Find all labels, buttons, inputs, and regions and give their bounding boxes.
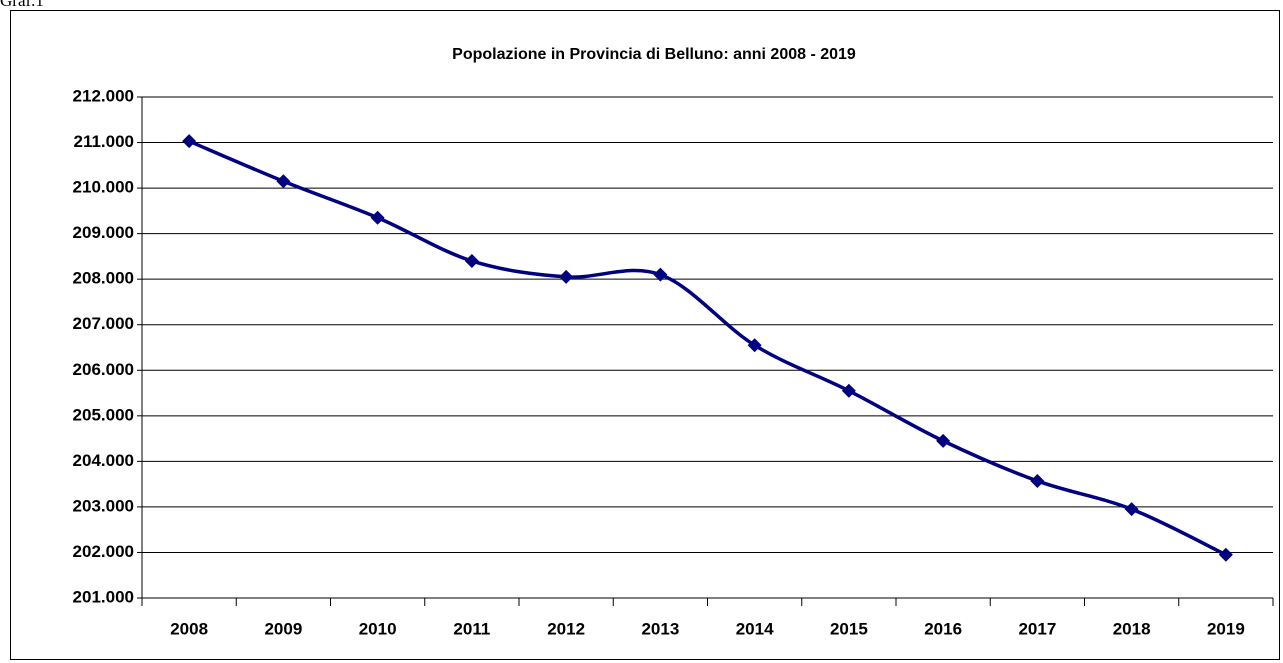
x-tick-label: 2012 <box>547 619 585 638</box>
y-tick-label: 212.000 <box>73 86 134 105</box>
data-point <box>464 253 479 268</box>
data-point <box>1218 547 1233 562</box>
x-tick-label: 2018 <box>1113 619 1151 638</box>
y-tick-label: 210.000 <box>73 178 134 197</box>
data-point <box>1124 502 1139 517</box>
y-tick-label: 203.000 <box>73 496 134 515</box>
y-tick-label: 202.000 <box>73 542 134 561</box>
x-tick-label: 2016 <box>924 619 962 638</box>
chart-border <box>10 10 1280 660</box>
y-tick-label: 206.000 <box>73 360 134 379</box>
data-point <box>841 383 856 398</box>
x-tick-label: 2009 <box>264 619 302 638</box>
data-point <box>182 134 197 149</box>
y-tick-label: 209.000 <box>73 223 134 242</box>
x-tick-label: 2010 <box>359 619 397 638</box>
y-tick-label: 207.000 <box>73 314 134 333</box>
data-point <box>653 267 668 282</box>
x-tick-label: 2017 <box>1018 619 1056 638</box>
x-tick-label: 2019 <box>1207 619 1245 638</box>
data-point <box>747 338 762 353</box>
chart-title: Popolazione in Provincia di Belluno: ann… <box>452 46 856 63</box>
x-tick-label: 2011 <box>453 619 490 638</box>
y-tick-label: 204.000 <box>73 451 134 470</box>
data-point <box>276 174 291 189</box>
y-tick-label: 211.000 <box>73 132 134 151</box>
x-tick-label: 2015 <box>830 619 868 638</box>
y-tick-label: 208.000 <box>73 269 134 288</box>
series-line <box>188 139 1227 557</box>
data-point <box>370 210 385 225</box>
data-point <box>936 433 951 448</box>
x-tick-label: 2013 <box>641 619 679 638</box>
data-point <box>1030 473 1045 488</box>
y-tick-label: 201.000 <box>73 587 134 606</box>
figure-label: Graf.1 <box>0 0 44 10</box>
x-tick-label: 2014 <box>736 619 774 638</box>
data-point <box>559 269 574 284</box>
y-tick-label: 205.000 <box>73 405 134 424</box>
x-tick-label: 2008 <box>170 619 208 638</box>
